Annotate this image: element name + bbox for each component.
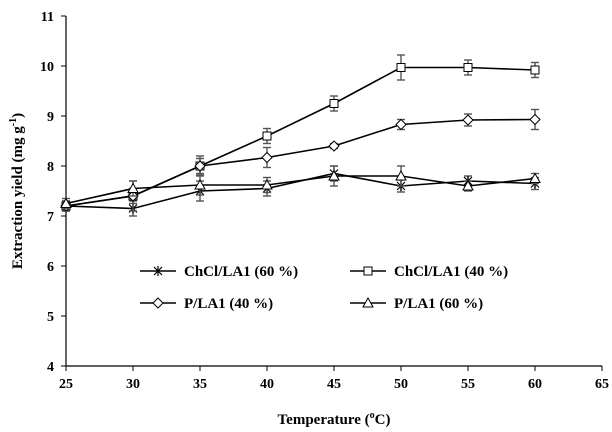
data-point	[194, 178, 206, 190]
legend-item: ChCl/LA1 (40 %)	[350, 264, 508, 280]
legend-item: P/LA1 (40 %)	[140, 296, 273, 312]
data-point	[395, 169, 407, 181]
x-tick-label: 35	[193, 377, 207, 392]
x-tick-label: 60	[528, 377, 542, 392]
y-tick-label: 7	[47, 210, 54, 225]
series-line	[65, 118, 536, 207]
data-point	[529, 113, 541, 126]
data-point	[262, 131, 272, 141]
data-point	[530, 65, 540, 75]
legend-item: ChCl/LA1 (60 %)	[140, 264, 298, 280]
x-tick-label: 40	[260, 377, 274, 392]
y-tick-label: 11	[41, 10, 54, 25]
data-point	[529, 172, 541, 183]
plot-area	[60, 54, 541, 217]
data-point	[261, 178, 273, 190]
series-line	[65, 175, 536, 205]
data-point	[395, 118, 407, 131]
legend-label: ChCl/LA1 (60 %)	[184, 264, 298, 280]
data-point	[60, 197, 72, 208]
x-tick-label: 30	[126, 377, 140, 392]
y-tick-label: 10	[40, 60, 54, 75]
data-point	[328, 140, 340, 152]
data-point	[153, 266, 163, 276]
y-tick-label: 4	[47, 360, 54, 375]
data-point	[152, 297, 164, 309]
data-point	[329, 99, 339, 108]
legend-label: P/LA1 (60 %)	[394, 296, 483, 312]
legend-label: P/LA1 (40 %)	[184, 296, 273, 312]
legend: ChCl/LA1 (60 %) ChCl/LA1 (40 %) P/LA1 (40 …	[140, 264, 508, 312]
y-tick-label: 5	[47, 310, 54, 325]
y-tick-label: 6	[47, 260, 54, 275]
data-point	[462, 179, 474, 191]
x-tick-label: 25	[59, 377, 73, 392]
x-tick-label: 65	[595, 377, 609, 392]
y-axis-title: Extraction yield (mg g-1)	[8, 113, 26, 269]
series-4	[60, 165, 541, 210]
x-tick-label: 55	[461, 377, 475, 392]
data-point	[194, 160, 206, 172]
data-point	[328, 169, 340, 181]
data-point	[463, 63, 473, 72]
data-point	[127, 182, 139, 193]
data-point	[462, 114, 474, 126]
y-tick-label: 8	[47, 160, 54, 175]
legend-label: ChCl/LA1 (40 %)	[394, 264, 508, 280]
x-tick-label: 50	[394, 377, 408, 392]
y-tick-label: 9	[47, 110, 54, 125]
data-point	[362, 296, 374, 308]
data-point	[396, 63, 406, 72]
x-axis-title: Temperature (oC)	[278, 410, 391, 428]
legend-item: P/LA1 (60 %)	[350, 296, 483, 312]
data-point	[261, 151, 273, 164]
data-point	[363, 266, 373, 276]
x-tick-label: 45	[327, 377, 341, 392]
